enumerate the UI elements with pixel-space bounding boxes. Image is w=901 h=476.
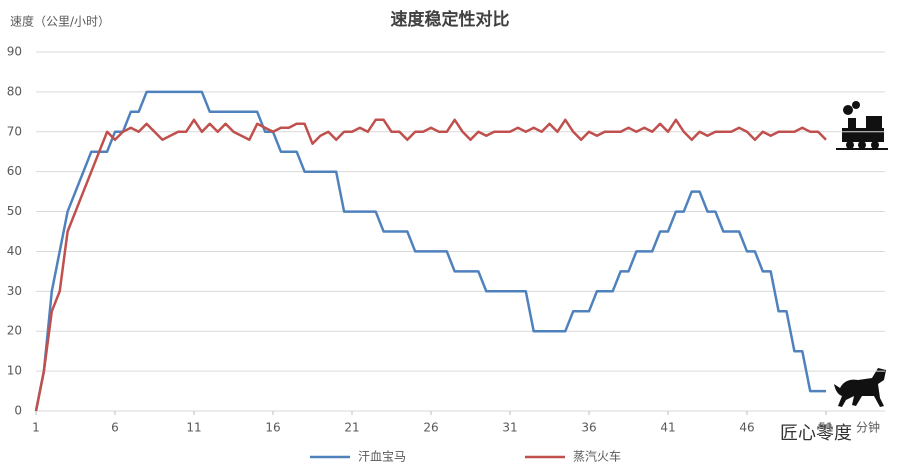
x-axis-label: 分钟 (856, 420, 880, 435)
legend-label: 蒸汽火车 (573, 449, 621, 464)
legend-label: 汗血宝马 (358, 450, 406, 464)
x-tick-label: 11 (186, 421, 201, 435)
x-tick-label: 51 (818, 421, 833, 435)
y-tick-label: 90 (7, 45, 22, 59)
chart-title: 速度稳定性对比 (391, 9, 510, 30)
y-tick-label: 80 (7, 84, 22, 98)
x-tick-label: 36 (581, 421, 596, 435)
y-tick-label: 70 (7, 124, 22, 138)
y-tick-label: 40 (7, 244, 22, 258)
series-line (34, 90, 826, 412)
horse-icon (834, 368, 886, 407)
y-tick-label: 50 (7, 204, 22, 218)
y-tick-label: 60 (7, 164, 22, 178)
x-tick-label: 1 (32, 421, 40, 435)
y-tick-label: 10 (7, 364, 22, 378)
x-tick-label: 16 (265, 421, 280, 435)
train-icon (836, 101, 888, 150)
x-tick-label: 21 (344, 421, 359, 435)
series-line (34, 118, 827, 412)
x-tick-label: 46 (739, 421, 754, 435)
y-axis-label: 速度（公里/小时） (10, 14, 110, 29)
x-tick-label: 26 (423, 421, 438, 435)
watermark: 匠心零度 (780, 423, 852, 444)
x-tick-label: 41 (660, 421, 675, 435)
y-tick-label: 20 (7, 324, 22, 338)
x-tick-label: 6 (111, 421, 119, 435)
x-tick-label: 31 (502, 421, 517, 435)
y-tick-label: 30 (7, 284, 22, 298)
y-tick-label: 0 (14, 404, 22, 418)
